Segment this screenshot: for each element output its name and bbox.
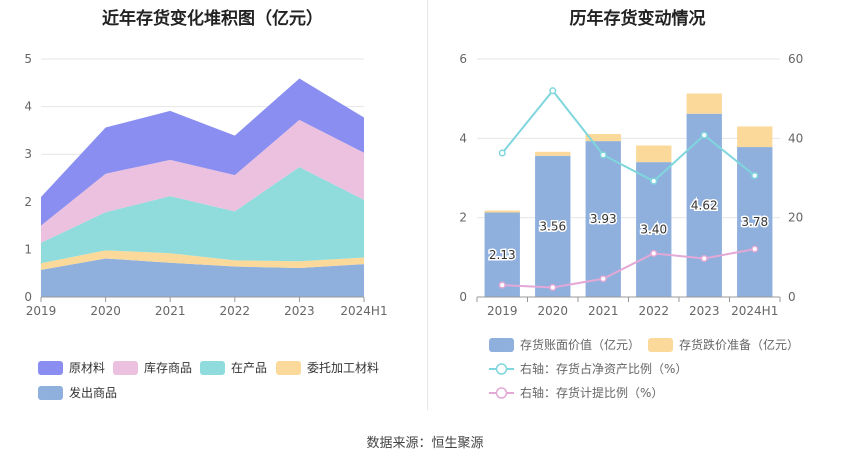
legend-label: 委托加工材料 bbox=[307, 361, 380, 375]
y-right-tick-label: 40 bbox=[788, 131, 803, 145]
line-point bbox=[599, 151, 607, 159]
bar-data-label: 4.62 bbox=[691, 198, 718, 212]
area-series bbox=[41, 78, 364, 226]
line-point bbox=[650, 249, 658, 257]
y-right-tick-label: 60 bbox=[788, 52, 803, 66]
legend-swatch bbox=[648, 337, 673, 352]
line-point bbox=[549, 87, 557, 95]
bar-impairment bbox=[686, 93, 722, 114]
legend-label: 右轴：存货计提比例（%） bbox=[520, 386, 664, 400]
y-left-tick-label: 2 bbox=[459, 211, 467, 225]
y-tick-label: 5 bbox=[24, 52, 32, 66]
x-tick-label: 2024H1 bbox=[340, 304, 387, 318]
data-source-note: 数据来源：恒生聚源 bbox=[366, 436, 484, 451]
legend-label: 右轴：存货占净资产比例（%） bbox=[520, 362, 688, 376]
area-series bbox=[41, 250, 364, 270]
stacked-area-chart: 0 1 2 3 4 5 2019 2020 2021 2022 2023 2024H1 bbox=[24, 52, 387, 318]
bar-data-label: 3.40 bbox=[640, 223, 667, 237]
right-chart-title: 历年存货变动情况 bbox=[569, 9, 706, 29]
bar-impairment bbox=[535, 151, 571, 156]
legend-label: 存货跌价准备（亿元） bbox=[679, 338, 800, 352]
bar-impairment bbox=[636, 145, 672, 163]
legend-swatch bbox=[38, 385, 63, 400]
x-tick-label: 2021 bbox=[588, 304, 619, 318]
area-series bbox=[41, 167, 364, 264]
y-tick-label: 2 bbox=[24, 195, 32, 209]
x-tick-label: 2022 bbox=[220, 304, 251, 318]
legend-swatch bbox=[489, 386, 514, 399]
line-point bbox=[498, 149, 506, 157]
left-chart-title: 近年存货变化堆积图（亿元） bbox=[102, 9, 323, 29]
bar-data-label: 2.13 bbox=[489, 248, 516, 262]
line-series bbox=[501, 89, 756, 183]
x-tick-label: 2020 bbox=[90, 304, 121, 318]
area-series bbox=[41, 119, 364, 243]
line-point bbox=[549, 283, 557, 292]
legend-label: 在产品 bbox=[231, 361, 268, 375]
legend-item[interactable]: 存货跌价准备（亿元） bbox=[648, 336, 799, 353]
y-tick-label: 0 bbox=[24, 290, 32, 304]
x-tick-label: 2019 bbox=[487, 304, 518, 318]
legend-item[interactable]: 在产品 bbox=[200, 359, 267, 376]
legend-item[interactable]: 存货账面价值（亿元） bbox=[489, 336, 640, 353]
line-point bbox=[700, 254, 708, 263]
bar-book-value bbox=[535, 155, 571, 297]
line-point bbox=[751, 172, 759, 180]
legend-item[interactable]: 库存商品 bbox=[113, 359, 192, 376]
line-point bbox=[700, 131, 708, 139]
area-series bbox=[41, 258, 364, 297]
line-point bbox=[599, 275, 607, 283]
line-point bbox=[650, 177, 658, 185]
legend-swatch bbox=[489, 337, 514, 352]
bar-book-value bbox=[737, 147, 773, 297]
legend-item[interactable]: 右轴：存货计提比例（%） bbox=[489, 384, 663, 401]
panel-divider bbox=[427, 0, 428, 410]
x-tick-label: 2020 bbox=[537, 304, 568, 318]
x-tick-label: 2019 bbox=[26, 304, 57, 318]
legend-swatch bbox=[113, 360, 138, 375]
legend-label: 库存商品 bbox=[144, 361, 193, 375]
bar-book-value bbox=[585, 141, 621, 297]
legend-label: 存货账面价值（亿元） bbox=[520, 338, 641, 352]
line-point bbox=[751, 245, 759, 253]
bar-data-label: 3.56 bbox=[539, 219, 566, 233]
x-tick-label: 2023 bbox=[689, 304, 720, 318]
y-right-tick-label: 0 bbox=[788, 290, 796, 304]
legend-item[interactable]: 委托加工材料 bbox=[276, 359, 379, 376]
y-tick-label: 4 bbox=[24, 100, 32, 114]
line-series bbox=[502, 248, 755, 289]
legend-swatch bbox=[38, 360, 63, 375]
y-left-tick-label: 4 bbox=[459, 131, 467, 145]
bar-impairment bbox=[585, 133, 621, 142]
x-tick-label: 2022 bbox=[638, 304, 669, 318]
y-tick-label: 3 bbox=[24, 147, 32, 161]
x-tick-label: 2023 bbox=[284, 304, 315, 318]
legend-swatch bbox=[200, 360, 225, 375]
legend-label: 原材料 bbox=[69, 361, 106, 375]
legend-label: 发出商品 bbox=[69, 386, 118, 400]
legend-swatch bbox=[276, 360, 301, 375]
legend-item[interactable]: 发出商品 bbox=[38, 384, 117, 401]
bar-data-label: 3.78 bbox=[741, 215, 768, 229]
legend-item[interactable]: 右轴：存货占净资产比例（%） bbox=[489, 360, 687, 377]
bar-impairment bbox=[737, 126, 773, 148]
x-tick-label: 2024H1 bbox=[731, 304, 778, 318]
x-tick-label: 2021 bbox=[155, 304, 186, 318]
y-left-tick-label: 6 bbox=[459, 52, 467, 66]
y-right-tick-label: 20 bbox=[788, 211, 803, 225]
y-left-tick-label: 0 bbox=[459, 290, 467, 304]
bar-data-label: 3.93 bbox=[590, 212, 617, 226]
legend-swatch bbox=[489, 362, 514, 375]
y-tick-label: 1 bbox=[24, 242, 32, 256]
line-point bbox=[498, 281, 506, 289]
bar-impairment bbox=[484, 210, 520, 213]
legend-item[interactable]: 原材料 bbox=[38, 359, 105, 376]
